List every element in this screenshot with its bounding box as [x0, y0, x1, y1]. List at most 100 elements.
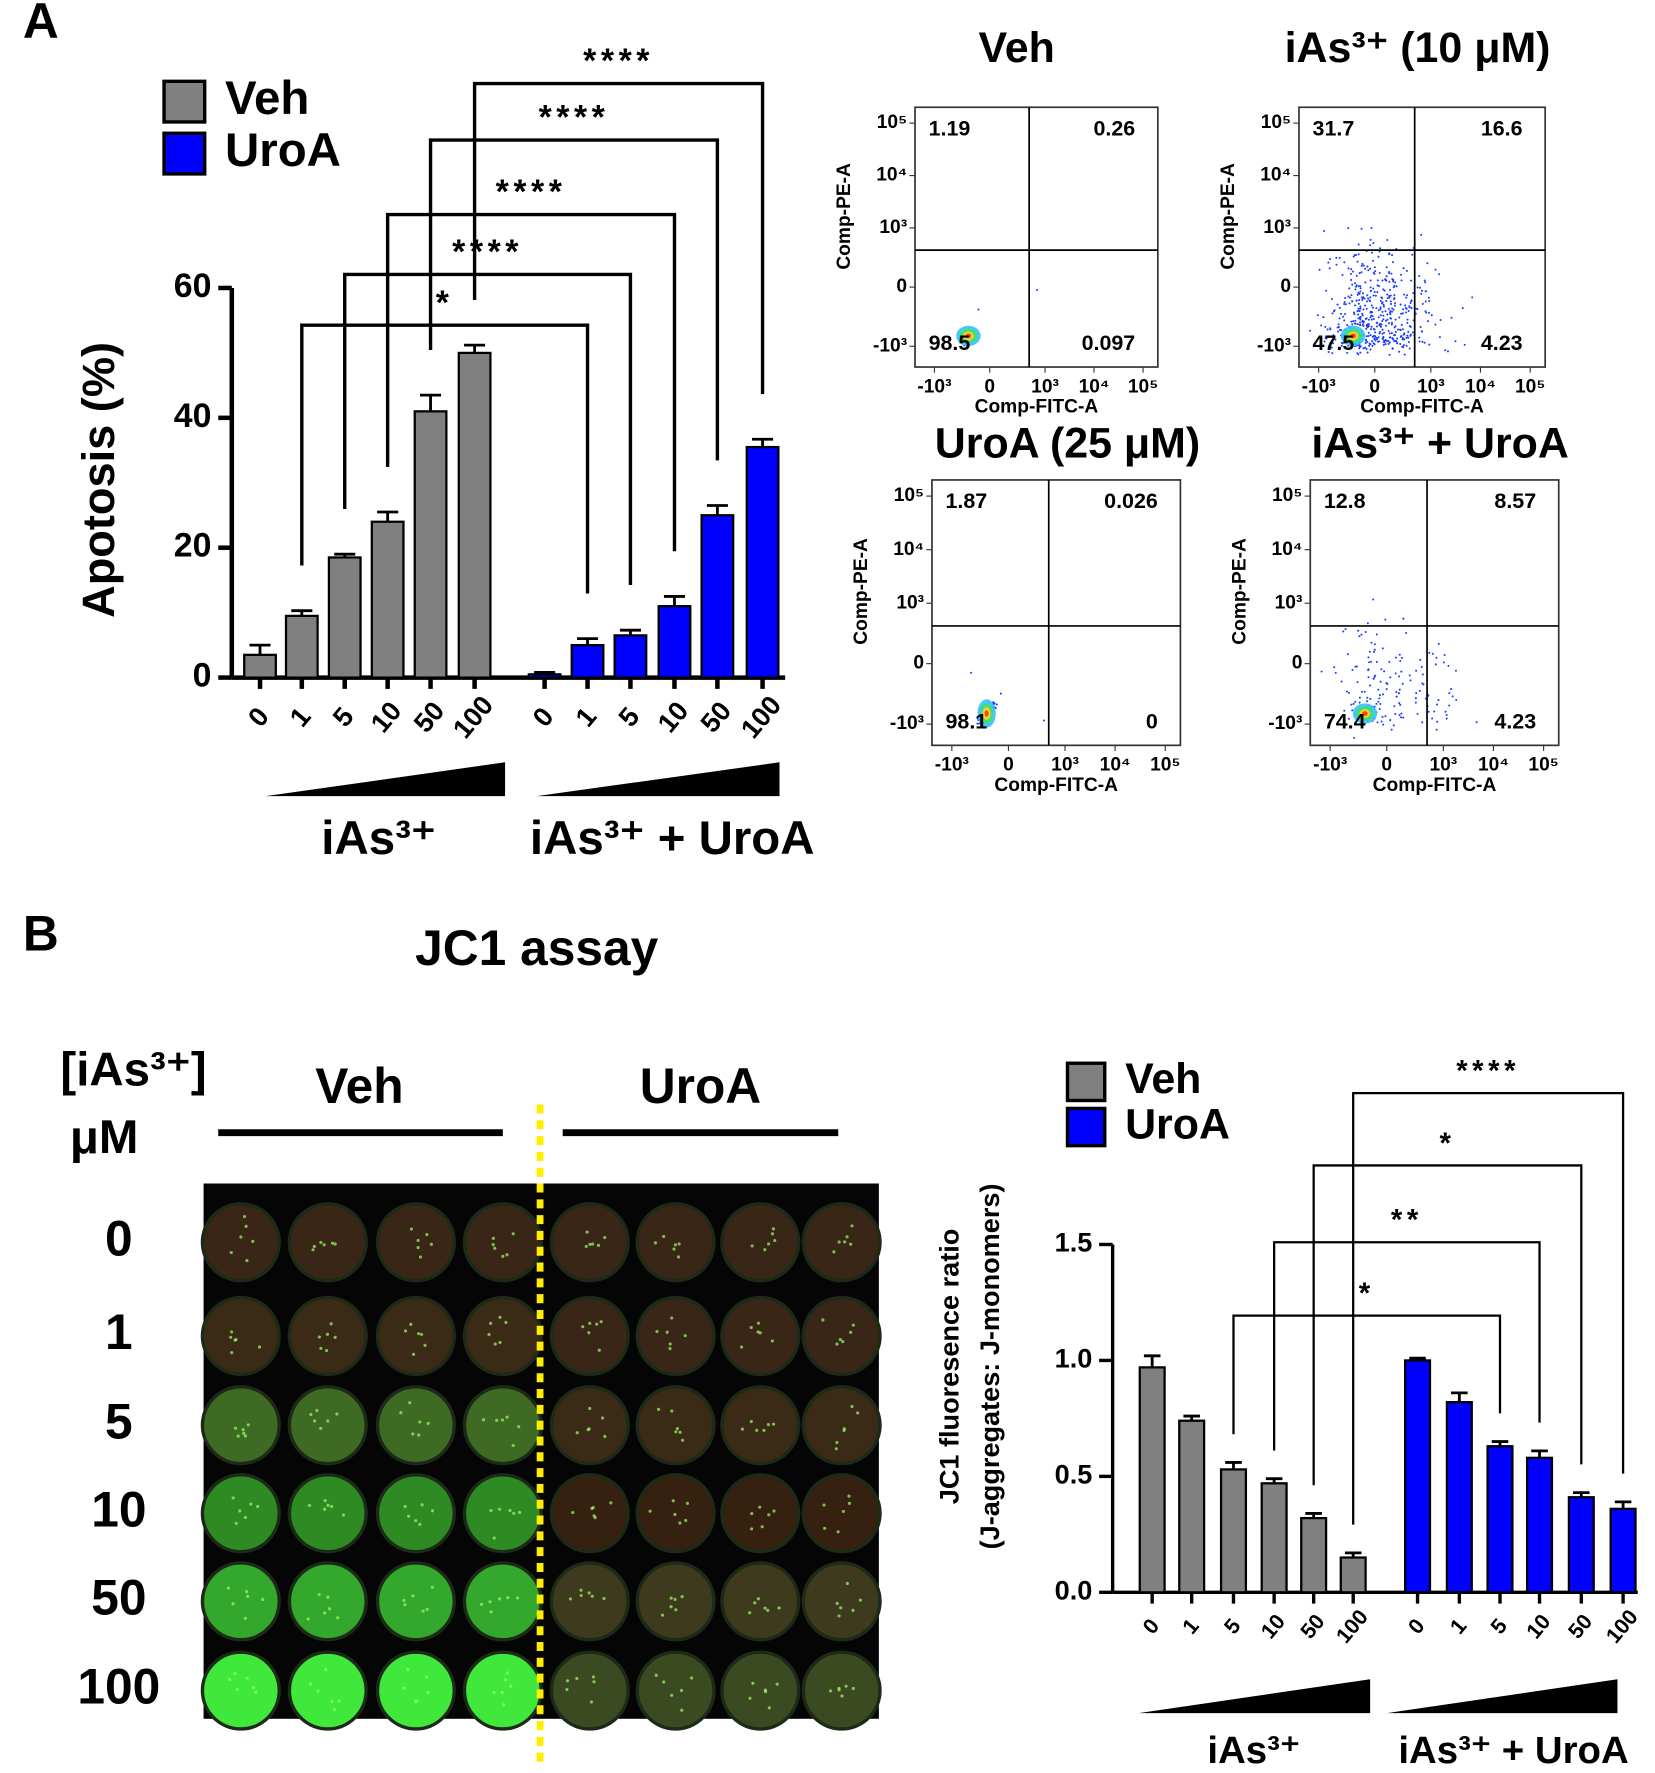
well-speck: [417, 1332, 421, 1336]
event-dot: [1446, 350, 1449, 353]
event-dot: [1408, 674, 1411, 677]
event-dot: [1391, 337, 1394, 340]
x-axis-label: Comp-FITC-A: [1360, 397, 1484, 418]
event-dot: [1379, 300, 1382, 303]
event-dot: [1036, 288, 1039, 291]
event-dot: [999, 692, 1002, 695]
well-speck: [479, 1602, 484, 1606]
event-dot: [1399, 343, 1402, 346]
event-dot: [1369, 267, 1372, 270]
event-dot: [1361, 292, 1364, 295]
well: [287, 1385, 368, 1466]
event-dot: [1390, 332, 1393, 335]
event-dot: [1323, 230, 1326, 233]
event-dot: [1328, 335, 1331, 338]
well: [720, 1202, 801, 1283]
well-speck: [665, 1330, 669, 1334]
event-dot: [1324, 325, 1327, 328]
well-speck: [587, 1591, 591, 1595]
x-tick-label: 10⁴: [1100, 755, 1131, 776]
well-speck: [504, 1678, 508, 1682]
event-dot: [1393, 334, 1396, 337]
quadrant-value: 16.6: [1481, 117, 1523, 141]
well-speck: [316, 1689, 320, 1693]
well-speck: [511, 1443, 515, 1447]
event-dot: [1398, 702, 1401, 705]
well-speck: [597, 1348, 601, 1352]
event-dot: [1380, 296, 1383, 299]
well-speck: [841, 1339, 845, 1344]
well-speck: [491, 1243, 495, 1247]
well-speck: [777, 1606, 781, 1610]
event-dot: [1398, 713, 1401, 716]
event-dot: [1371, 251, 1374, 254]
event-dot: [1365, 300, 1369, 303]
event-dot: [1364, 339, 1367, 342]
event-dot: [1375, 702, 1378, 705]
well-speck: [684, 1518, 688, 1523]
event-dot: [1403, 293, 1406, 296]
event-dot: [1388, 294, 1391, 297]
event-dot: [1376, 325, 1379, 328]
plate-column-label: UroA: [640, 1058, 761, 1114]
well-speck: [416, 1238, 420, 1243]
event-dot: [1355, 299, 1358, 302]
well-speck: [821, 1318, 825, 1322]
event-dot: [1408, 305, 1411, 308]
event-dot: [1377, 336, 1380, 339]
event-dot: [1386, 318, 1389, 321]
event-dot: [1431, 717, 1434, 720]
well-speck: [670, 1693, 674, 1697]
event-dot: [1382, 335, 1385, 338]
bar: [1138, 1366, 1166, 1594]
event-dot: [1358, 701, 1361, 704]
event-dot: [1438, 273, 1441, 276]
flow-frame: [1309, 479, 1560, 747]
event-dot: [1330, 297, 1333, 300]
event-dot: [1367, 269, 1370, 272]
well-speck: [245, 1590, 249, 1594]
well-speck: [654, 1673, 658, 1677]
well: [287, 1650, 368, 1731]
event-dot: [1371, 344, 1374, 347]
well-speck: [411, 1432, 415, 1436]
quadrant-value: 0.097: [1082, 331, 1136, 355]
y-axis-label: (J-aggregates: J-monomers): [974, 1184, 1005, 1550]
event-dot: [1320, 324, 1323, 327]
event-dot: [1401, 328, 1404, 331]
panel-label: B: [23, 905, 59, 961]
event-dot: [1358, 309, 1361, 312]
well: [200, 1473, 281, 1554]
well-speck: [681, 1438, 685, 1442]
event-dot: [1385, 339, 1388, 342]
event-dot: [1403, 353, 1406, 356]
well-speck: [750, 1511, 754, 1516]
event-dot: [1362, 321, 1365, 324]
well-speck: [327, 1607, 332, 1611]
well-speck: [837, 1614, 841, 1618]
event-dot: [1398, 688, 1401, 691]
event-dot: [1404, 304, 1407, 307]
event-dot: [1374, 331, 1377, 334]
event-dot: [1418, 336, 1421, 339]
event-dot: [1377, 309, 1380, 312]
quadrant-value: 0: [1146, 709, 1158, 733]
event-dot: [1405, 311, 1408, 314]
event-dot: [1359, 318, 1362, 321]
significance-label: ****: [539, 99, 610, 137]
well-speck: [587, 1331, 591, 1335]
event-dot: [1398, 350, 1401, 353]
event-dot: [1382, 305, 1385, 308]
legend-swatch: [162, 131, 207, 176]
event-dot: [1358, 696, 1361, 699]
event-dot: [1360, 633, 1363, 636]
plate-row-label: 100: [77, 1659, 160, 1715]
x-tick-label: 10⁵: [1528, 755, 1558, 776]
well-speck: [850, 1224, 854, 1228]
group-label: iAs³⁺: [321, 812, 436, 865]
event-dot: [1420, 233, 1423, 236]
x-tick-label: -10³: [1302, 376, 1336, 397]
dose-wedge: [1138, 1679, 1371, 1714]
well-speck: [233, 1671, 237, 1676]
